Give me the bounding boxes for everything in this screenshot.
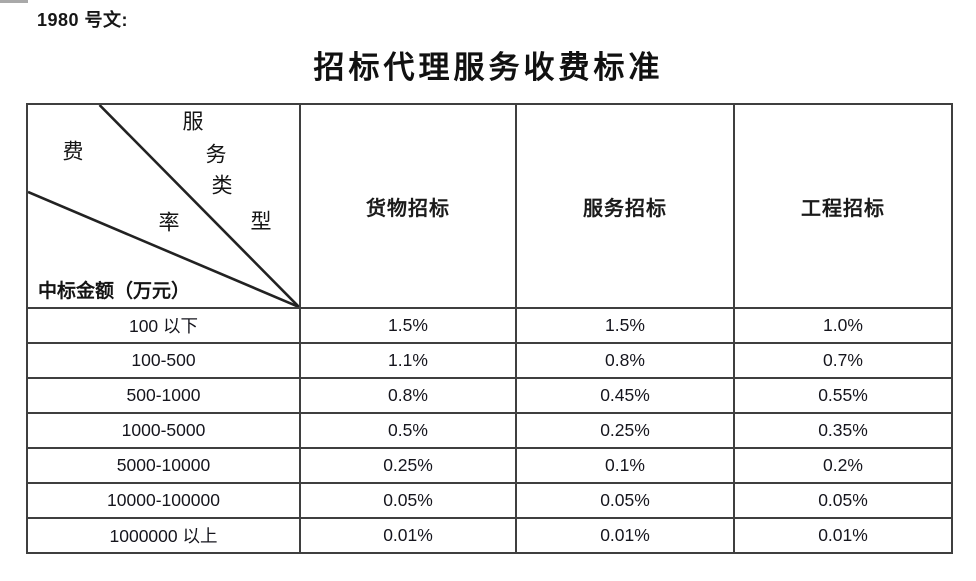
table-cell: 0.45% xyxy=(515,377,735,414)
type-axis-char: 型 xyxy=(250,209,272,234)
document-reference: 1980 号文: xyxy=(37,10,129,30)
fee-standard-table: 服 务 类 型 费 率 中标金额（万元） 货物招标 服务招标 工程招标 100 … xyxy=(26,103,953,554)
table-cell: 0.5% xyxy=(299,412,517,449)
table-cell: 0.01% xyxy=(515,517,735,554)
table-row: 1000-5000 0.5% 0.25% 0.35% xyxy=(26,412,953,449)
column-header-goods: 货物招标 xyxy=(299,103,517,309)
table-row: 100-500 1.1% 0.8% 0.7% xyxy=(26,342,953,379)
table-row: 10000-100000 0.05% 0.05% 0.05% xyxy=(26,482,953,519)
type-axis-char: 服 xyxy=(182,109,204,134)
table-cell: 0.05% xyxy=(733,482,953,519)
row-label: 100-500 xyxy=(26,342,301,379)
table-header-row: 服 务 类 型 费 率 中标金额（万元） 货物招标 服务招标 工程招标 xyxy=(26,103,953,309)
diagonal-divider-lines xyxy=(28,105,299,307)
table-cell: 1.5% xyxy=(515,307,735,344)
table-cell: 0.01% xyxy=(299,517,517,554)
table-cell: 0.1% xyxy=(515,447,735,484)
table-cell: 0.55% xyxy=(733,377,953,414)
type-axis-char: 类 xyxy=(211,173,233,198)
table-row: 500-1000 0.8% 0.45% 0.55% xyxy=(26,377,953,414)
table-cell: 0.05% xyxy=(299,482,517,519)
row-label: 10000-100000 xyxy=(26,482,301,519)
table-row: 5000-10000 0.25% 0.1% 0.2% xyxy=(26,447,953,484)
row-label: 500-1000 xyxy=(26,377,301,414)
table-cell: 1.1% xyxy=(299,342,517,379)
table-cell: 1.5% xyxy=(299,307,517,344)
row-label: 1000-5000 xyxy=(26,412,301,449)
table-cell: 0.25% xyxy=(515,412,735,449)
table-cell: 0.35% xyxy=(733,412,953,449)
row-axis-label: 中标金额（万元） xyxy=(38,281,191,302)
table-cell: 0.8% xyxy=(515,342,735,379)
table-cell: 0.25% xyxy=(299,447,517,484)
row-label: 1000000 以上 xyxy=(26,517,301,554)
scan-edge-artifact xyxy=(0,0,28,3)
row-label: 100 以下 xyxy=(26,307,301,344)
table-cell: 0.01% xyxy=(733,517,953,554)
table-cell: 0.2% xyxy=(733,447,953,484)
table-cell: 1.0% xyxy=(733,307,953,344)
diagonal-corner-cell: 服 务 类 型 费 率 中标金额（万元） xyxy=(26,103,301,309)
column-header-engineering: 工程招标 xyxy=(733,103,953,309)
row-label: 5000-10000 xyxy=(26,447,301,484)
page-title: 招标代理服务收费标准 xyxy=(313,50,664,85)
column-header-service: 服务招标 xyxy=(515,103,735,309)
table-row: 100 以下 1.5% 1.5% 1.0% xyxy=(26,307,953,344)
table-cell: 0.8% xyxy=(299,377,517,414)
table-cell: 0.05% xyxy=(515,482,735,519)
type-axis-char: 务 xyxy=(205,142,227,167)
table-row: 1000000 以上 0.01% 0.01% 0.01% xyxy=(26,517,953,554)
rate-axis-char: 率 xyxy=(158,210,180,235)
rate-axis-char: 费 xyxy=(62,139,84,164)
diagonal-corner-content: 服 务 类 型 费 率 中标金额（万元） xyxy=(28,105,299,307)
table-cell: 0.7% xyxy=(733,342,953,379)
